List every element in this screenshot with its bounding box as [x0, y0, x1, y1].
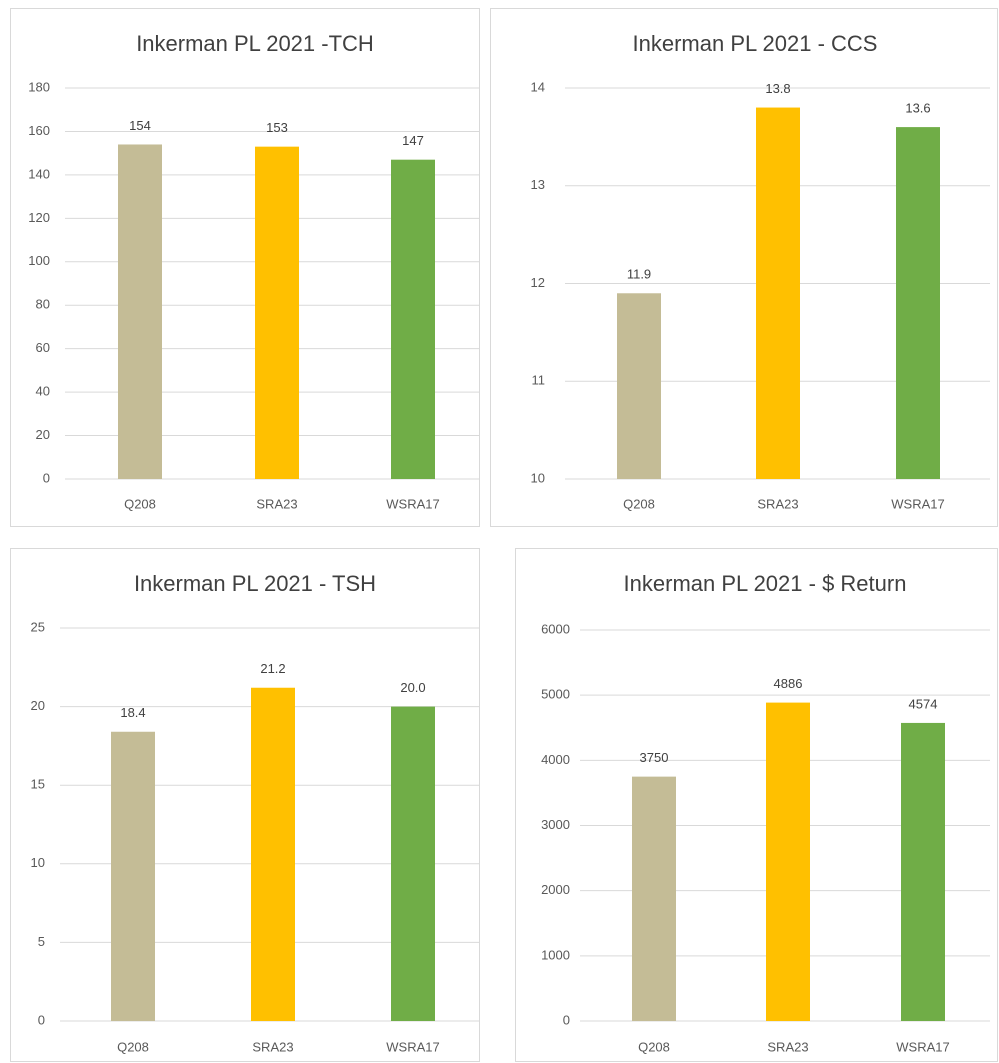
data-label: 21.2: [260, 661, 285, 676]
y-tick-label: 3000: [541, 817, 570, 832]
y-tick-label: 12: [531, 275, 545, 290]
data-label: 154: [129, 118, 151, 133]
x-tick-label: SRA23: [252, 1039, 293, 1054]
bar: [901, 722, 945, 1021]
bar: [118, 144, 162, 479]
y-tick-label: 5: [38, 934, 45, 949]
y-tick-label: 100: [28, 253, 50, 268]
y-tick-label: 140: [28, 166, 50, 181]
data-label: 18.4: [120, 705, 145, 720]
x-tick-label: WSRA17: [386, 496, 439, 511]
y-tick-label: 160: [28, 123, 50, 138]
y-tick-label: 5000: [541, 687, 570, 702]
bar: [255, 146, 299, 479]
x-tick-label: Q208: [623, 496, 655, 511]
data-label: 3750: [640, 750, 669, 765]
data-label: 20.0: [400, 680, 425, 695]
x-tick-label: WSRA17: [891, 496, 944, 511]
data-label: 153: [266, 120, 288, 135]
x-tick-label: WSRA17: [386, 1039, 439, 1054]
data-label: 13.6: [905, 101, 930, 116]
y-tick-label: 15: [31, 777, 45, 792]
y-tick-label: 14: [531, 79, 545, 94]
bar: [391, 159, 435, 479]
y-tick-label: 2000: [541, 882, 570, 897]
x-tick-label: SRA23: [256, 496, 297, 511]
x-tick-label: Q208: [124, 496, 156, 511]
bar: [756, 107, 800, 480]
y-tick-label: 40: [36, 384, 50, 399]
y-tick-label: 10: [31, 855, 45, 870]
y-tick-label: 60: [36, 340, 50, 355]
bar: [111, 731, 155, 1021]
x-tick-label: Q208: [638, 1039, 670, 1054]
y-tick-label: 0: [38, 1012, 45, 1027]
x-tick-label: SRA23: [767, 1039, 808, 1054]
y-tick-label: 11: [532, 373, 546, 388]
y-tick-label: 6000: [541, 621, 570, 636]
y-tick-label: 4000: [541, 752, 570, 767]
chart-title: Inkerman PL 2021 - $ Return: [624, 571, 907, 596]
chart-title: Inkerman PL 2021 - CCS: [633, 31, 878, 56]
bar: [766, 702, 810, 1021]
bar: [896, 127, 940, 479]
y-tick-label: 0: [43, 470, 50, 485]
data-label: 147: [402, 133, 424, 148]
y-tick-label: 20: [36, 427, 50, 442]
data-label: 4574: [909, 696, 938, 711]
data-label: 11.9: [627, 267, 651, 282]
x-tick-label: WSRA17: [896, 1039, 949, 1054]
y-tick-label: 10: [531, 470, 545, 485]
y-tick-label: 0: [563, 1012, 570, 1027]
y-tick-label: 120: [28, 210, 50, 225]
chart-title: Inkerman PL 2021 - TSH: [134, 571, 376, 596]
data-label: 13.8: [765, 81, 790, 96]
data-label: 4886: [774, 676, 803, 691]
y-tick-label: 180: [28, 79, 50, 94]
bar: [391, 706, 435, 1021]
y-tick-label: 80: [36, 297, 50, 312]
x-tick-label: SRA23: [757, 496, 798, 511]
bar: [632, 776, 676, 1021]
y-tick-label: 25: [31, 619, 45, 634]
y-tick-label: 1000: [541, 947, 570, 962]
x-tick-label: Q208: [117, 1039, 149, 1054]
y-tick-label: 20: [31, 698, 45, 713]
bar: [251, 687, 295, 1021]
y-tick-label: 13: [531, 177, 545, 192]
bar: [617, 293, 661, 479]
chart-title: Inkerman PL 2021 -TCH: [136, 31, 374, 56]
